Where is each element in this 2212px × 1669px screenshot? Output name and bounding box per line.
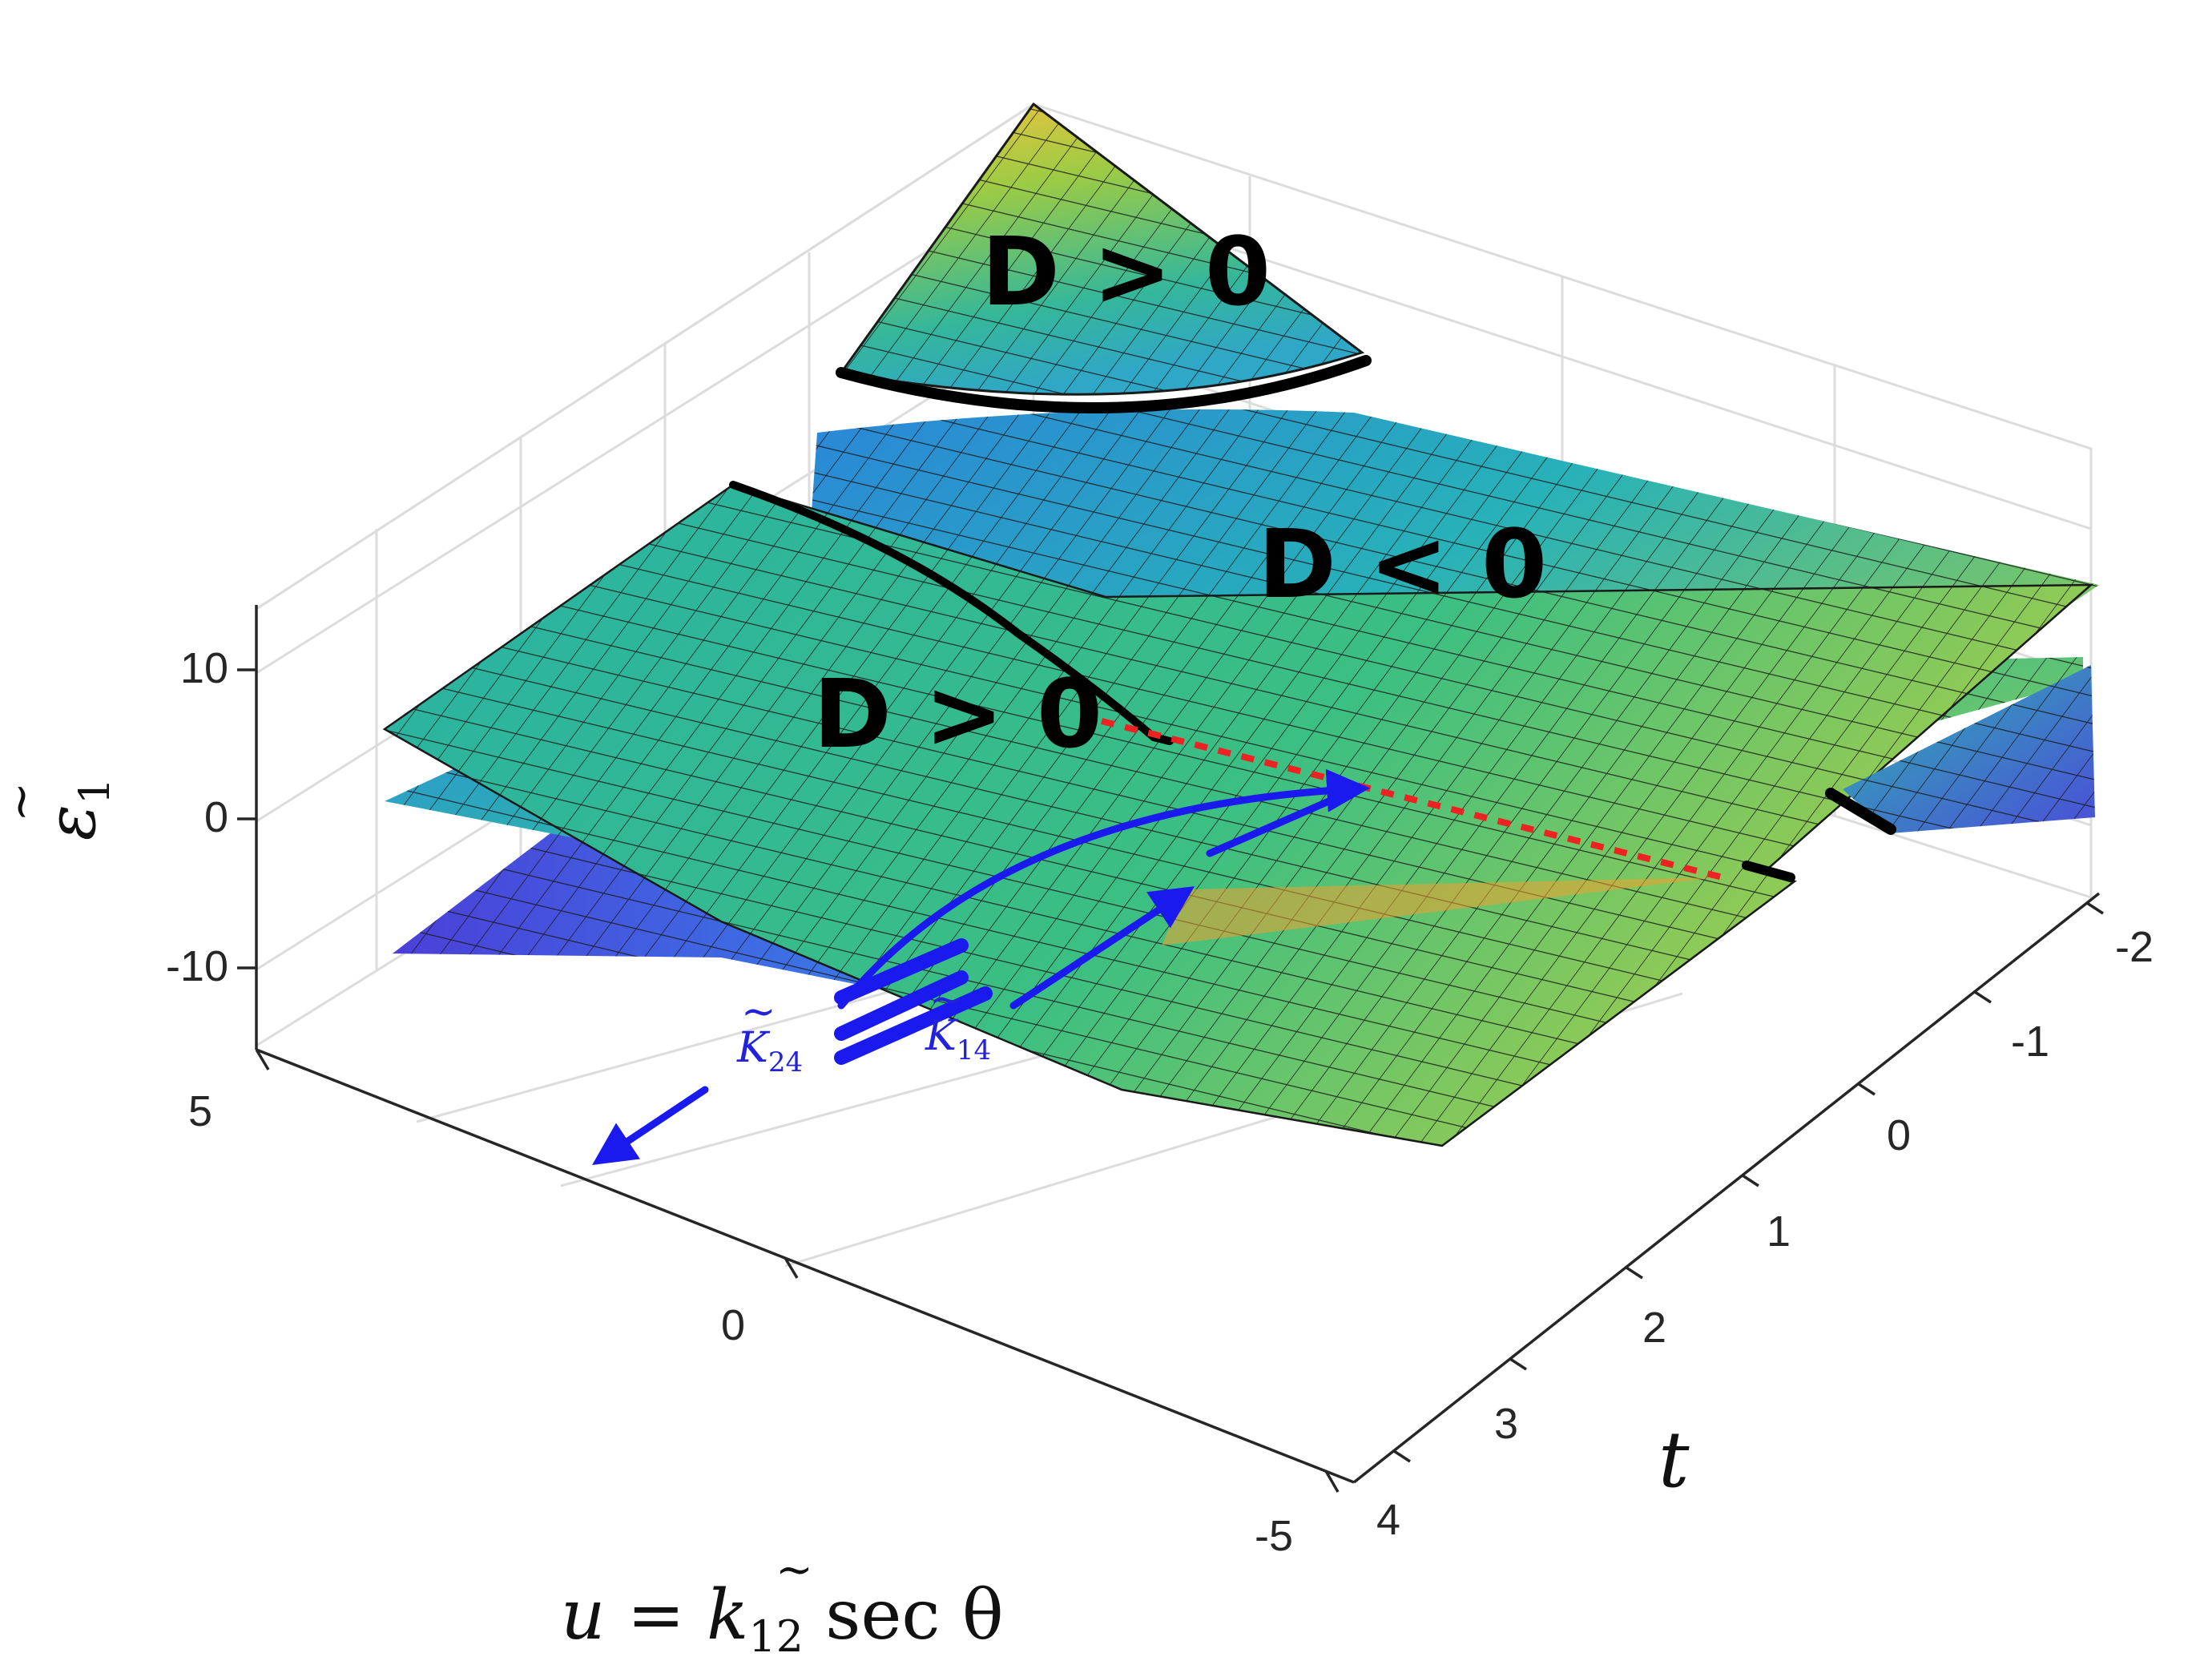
svg-text:~: ~ <box>0 782 49 822</box>
svg-text:ε1: ε1 <box>32 778 119 841</box>
t-tick-labels: -2 -1 0 1 2 3 4 <box>1376 923 2154 1544</box>
u-tick: 5 <box>188 1087 212 1135</box>
arrow-labels: K24 ~ K14 ~ <box>736 976 991 1078</box>
boundary-curves <box>729 355 1896 882</box>
region-label: D > 0 <box>813 659 1102 769</box>
svg-text:t: t <box>1658 1415 1690 1505</box>
z-tick: 10 <box>180 644 228 692</box>
z-axis-label: ε1 ~ <box>0 778 119 841</box>
u-tick-labels: 5 0 -5 <box>188 1087 1293 1560</box>
k14-label: K14 <box>925 1012 991 1066</box>
u-tick: 0 <box>721 1301 745 1349</box>
t-tick: -1 <box>2011 1018 2049 1066</box>
axes <box>237 605 2104 1493</box>
t-tick: 3 <box>1494 1400 1518 1448</box>
z-tick-labels: 10 0 -10 <box>166 644 228 990</box>
u-tick: -5 <box>1255 1512 1293 1560</box>
svg-text:~: ~ <box>741 988 776 1036</box>
svg-text:~: ~ <box>929 976 965 1024</box>
right-wedge-surface <box>1843 665 2095 833</box>
degeneracy-line <box>1101 718 1723 881</box>
t-tick: 4 <box>1376 1496 1400 1544</box>
region-label: D < 0 <box>1258 509 1547 619</box>
region-label: D > 0 <box>981 216 1271 327</box>
region-labels: D > 0 D < 0 D > 0 <box>813 216 1547 769</box>
z-tick: 0 <box>204 793 228 841</box>
k24-label: K24 <box>736 1024 803 1078</box>
t-tick: 0 <box>1887 1111 1911 1159</box>
t-axis-label: t <box>1658 1415 1690 1505</box>
k-arrows <box>592 768 1371 1165</box>
svg-text:u = k12 sec θ: u = k12 sec θ <box>561 1575 1004 1662</box>
z-tick: -10 <box>166 942 228 990</box>
t-tick: 1 <box>1767 1207 1791 1256</box>
main-surface <box>382 483 2094 1147</box>
u-axis-label: u = k12 sec θ ~ <box>561 1544 1004 1662</box>
svg-text:~: ~ <box>776 1544 813 1596</box>
t-tick: 2 <box>1642 1304 1666 1352</box>
t-tick: -2 <box>2115 923 2154 971</box>
